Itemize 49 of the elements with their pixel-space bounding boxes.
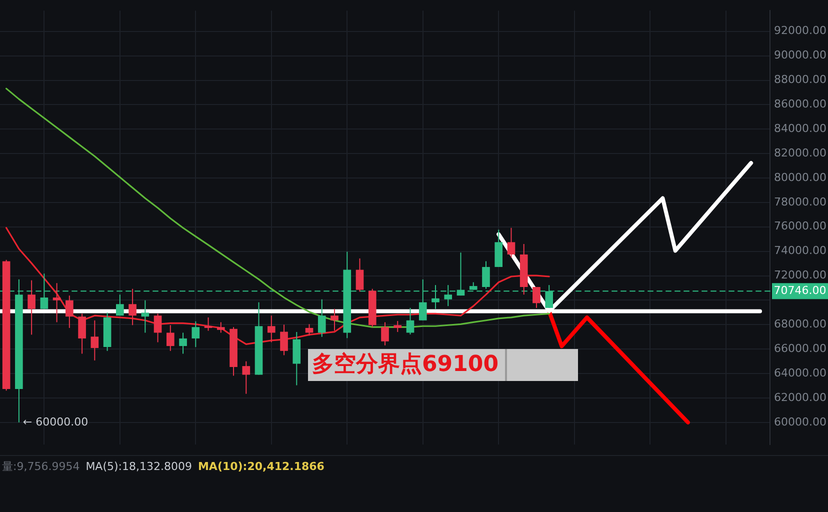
y-tick-label: 78000.00	[774, 195, 826, 208]
candlestick	[66, 295, 74, 328]
candlestick	[507, 227, 516, 258]
candlestick	[394, 320, 402, 332]
candlestick	[280, 324, 288, 356]
candlestick	[192, 320, 200, 348]
text: MA(5):18,132.8009	[86, 460, 192, 473]
candlestick	[52, 282, 61, 323]
candlestick	[179, 332, 187, 354]
text: MA(10):20,412.1866	[198, 460, 324, 473]
candlestick	[128, 288, 136, 326]
candlestick	[242, 360, 250, 394]
candlestick	[216, 322, 225, 334]
candlestick	[305, 324, 314, 336]
y-tick-label: 72000.00	[774, 268, 826, 282]
y-tick-label: 74000.00	[774, 244, 826, 258]
candlestick	[356, 258, 364, 292]
candlestick	[318, 298, 326, 338]
y-tick-label: 92000.00	[774, 24, 826, 38]
candlestick	[78, 313, 86, 354]
ref-line-label: 70746.00	[774, 284, 826, 297]
y-tick-label: 62000.00	[774, 390, 826, 404]
y-tick-label: 84000.00	[774, 122, 826, 135]
candlestick	[406, 307, 414, 335]
candlestick	[28, 280, 36, 336]
y-tick-label: 82000.00	[774, 146, 826, 160]
candlestick	[330, 308, 338, 332]
y-tick-label: 64000.00	[774, 366, 826, 380]
candlestick	[381, 322, 389, 346]
candlestick	[141, 300, 150, 334]
y-tick-label: 66000.00	[774, 342, 826, 355]
y-tick-label: 68000.00	[774, 318, 826, 331]
y-tick-label: 86000.00	[774, 98, 826, 111]
candlestick	[204, 316, 212, 332]
candlestick	[166, 324, 174, 352]
candlestick	[116, 294, 124, 316]
label-box: 多空分界点69100	[308, 349, 578, 382]
y-tick-label: 90000.00	[774, 48, 826, 62]
candlestick	[154, 313, 162, 343]
y-tick-label: 60000.00	[774, 415, 826, 428]
ref-line-label: 多空分界点69100	[312, 349, 507, 382]
y-tick-label: 76000.00	[774, 220, 826, 233]
candlestick	[532, 286, 540, 308]
candlestick	[90, 320, 99, 361]
text: 量:9,756.9954	[2, 460, 80, 473]
y-tick-label: 88000.00	[774, 73, 826, 86]
annotation: ← 60000.00	[22, 415, 88, 428]
candlestick	[267, 315, 276, 343]
y-tick-label: 80000.00	[774, 170, 826, 184]
